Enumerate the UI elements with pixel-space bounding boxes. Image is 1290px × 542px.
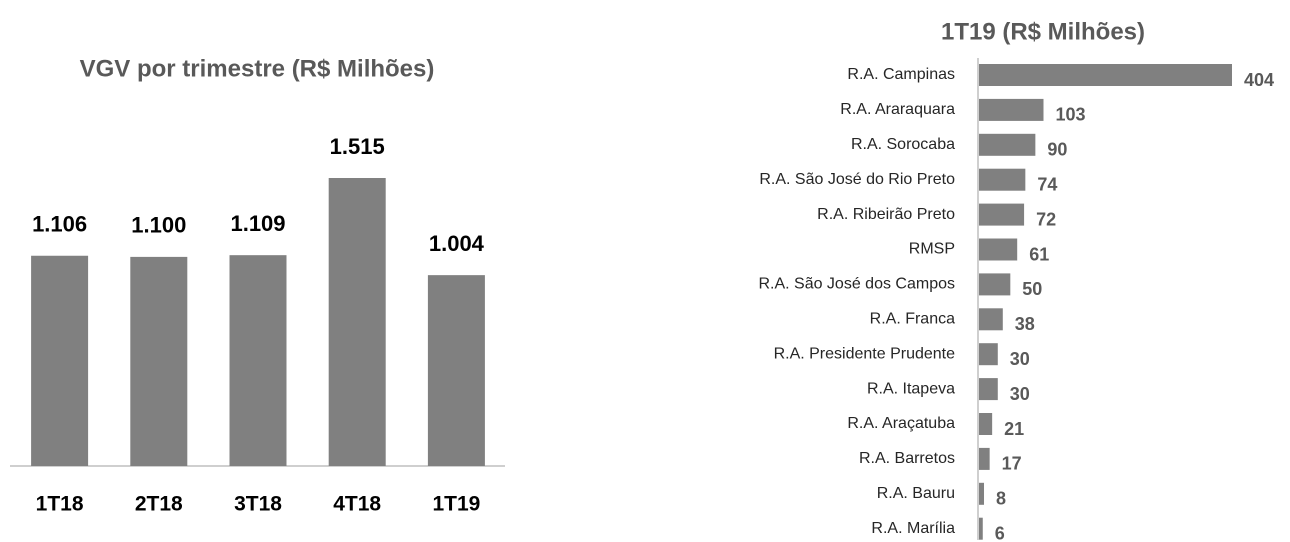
value-label: 1.109 (230, 211, 285, 236)
bar (328, 178, 386, 466)
y-tick-label: R.A. São José do Rio Preto (759, 171, 955, 188)
value-label: 30 (1010, 384, 1030, 404)
bar (979, 133, 1036, 156)
bar (229, 255, 287, 466)
value-label: 21 (1004, 419, 1024, 439)
bar (31, 255, 89, 466)
value-label: 90 (1047, 140, 1067, 160)
value-label: 72 (1036, 209, 1056, 229)
value-label: 38 (1015, 314, 1035, 334)
value-label: 1.106 (32, 212, 87, 237)
bar (979, 64, 1232, 86)
chart-title: 1T19 (R$ Milhões) (941, 18, 1145, 45)
x-tick-label: 3T18 (234, 493, 282, 516)
value-label: 61 (1029, 244, 1049, 264)
y-tick-label: R.A. Sorocaba (851, 136, 955, 153)
x-tick-label: 1T19 (432, 493, 480, 516)
y-tick-label: R.A. Barretos (859, 450, 955, 467)
bar (979, 413, 993, 435)
y-tick-label: R.A. Araraquara (840, 101, 955, 118)
bar (979, 447, 990, 470)
y-tick-label: R.A. Ribeirão Preto (817, 206, 955, 223)
value-label: 1.004 (429, 231, 485, 256)
value-label: 30 (1010, 349, 1030, 369)
y-tick-label: R.A. Franca (870, 311, 955, 328)
y-tick-label: R.A. Marília (871, 520, 955, 537)
bar (979, 238, 1018, 261)
bar (979, 308, 1003, 331)
y-tick-label: R.A. Bauru (877, 485, 955, 502)
value-label: 1.100 (131, 213, 186, 238)
value-label: 74 (1037, 174, 1057, 194)
value-label: 1.515 (330, 134, 385, 159)
bar (979, 517, 983, 540)
y-tick-label: R.A. Presidente Prudente (774, 345, 956, 362)
value-label: 103 (1056, 105, 1086, 125)
y-tick-label: R.A. Campinas (847, 66, 955, 83)
value-label: 8 (996, 489, 1006, 509)
bar (979, 343, 998, 366)
bar (979, 482, 985, 505)
bar (979, 98, 1044, 121)
x-tick-label: 1T18 (36, 493, 84, 516)
y-tick-label: R.A. Araçatuba (847, 415, 955, 432)
bar (979, 168, 1026, 191)
value-label: 17 (1002, 454, 1022, 474)
bar (979, 378, 998, 401)
value-label: 50 (1022, 279, 1042, 299)
chart-title: VGV por trimestre (R$ Milhões) (80, 55, 435, 82)
bar (979, 273, 1011, 296)
x-tick-label: 2T18 (135, 493, 183, 516)
y-tick-label: RMSP (909, 241, 955, 258)
bar (130, 256, 188, 466)
value-label: 6 (995, 523, 1005, 542)
y-tick-label: R.A. São José dos Campos (758, 276, 955, 293)
value-label: 404 (1244, 70, 1274, 90)
x-tick-label: 4T18 (333, 493, 381, 516)
bar (979, 203, 1025, 226)
bar (427, 275, 485, 466)
y-tick-label: R.A. Itapeva (867, 380, 955, 397)
